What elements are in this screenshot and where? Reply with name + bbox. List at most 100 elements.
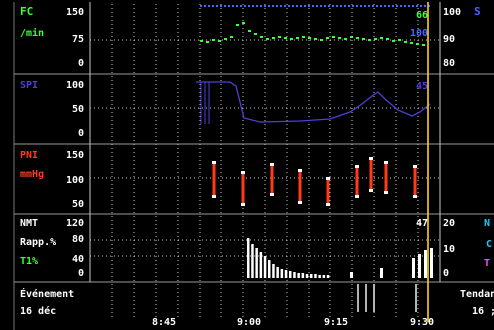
spo2-right-label: S [474, 5, 481, 18]
spo2-point [388, 5, 390, 7]
nmt-tick-120: 120 [66, 218, 84, 229]
nmt-bar [326, 275, 330, 278]
fc-point [224, 38, 227, 40]
time-label-930: 9:30 [410, 317, 434, 328]
date-label: 16 déc [20, 305, 56, 317]
pni-bar-cap [355, 165, 359, 168]
pni-bar-cap [298, 169, 302, 172]
nmt-bar [301, 273, 305, 278]
pni-bar-cap [384, 191, 388, 194]
nmt-bar [430, 248, 433, 278]
spo2-trend-points [200, 5, 430, 7]
fc-point [260, 36, 263, 38]
fc-point [308, 37, 311, 39]
spo2-point [392, 5, 394, 7]
fc-point [416, 43, 419, 45]
nmt-bar [297, 273, 300, 278]
nmt-tick-0: 0 [78, 268, 84, 279]
pni-unit-label: mmHg [20, 169, 44, 180]
spo2-point [292, 5, 294, 7]
nmt-bar [318, 275, 321, 278]
fc-point [344, 38, 347, 40]
pni-panel: PNI mmHg 150 100 50 [20, 150, 417, 210]
fc-point [296, 37, 299, 39]
nmt-bar [380, 268, 383, 278]
pni-bar-cap [355, 195, 359, 198]
pni-tick-50: 50 [72, 199, 84, 210]
spo2-point [220, 5, 222, 7]
spo2-point [300, 5, 302, 7]
fc-point [266, 38, 269, 40]
fc-point [290, 38, 293, 40]
spo2-point [328, 5, 330, 7]
spo2-point [284, 5, 286, 7]
pni-bar-cap [270, 193, 274, 196]
spo2-point [228, 5, 230, 7]
nmt-right-tick-20: 20 [443, 218, 455, 229]
fc-point [422, 44, 425, 46]
nmt-bar [412, 258, 415, 278]
fc-point [374, 38, 377, 40]
nmt-tick-80: 80 [72, 234, 84, 245]
spo2-point [384, 5, 386, 7]
fc-tick-150: 150 [66, 7, 84, 18]
pni-bar-cap [369, 157, 373, 160]
spo2-point [396, 5, 398, 7]
fc-point [278, 36, 281, 38]
fc-label: FC [20, 5, 33, 18]
spi-trend-line [196, 81, 431, 123]
fc-point [386, 38, 389, 40]
pni-bar-cap [326, 203, 330, 206]
spo2-point [336, 5, 338, 7]
pni-bar-cap [298, 201, 302, 204]
nmt-t1-label: T1% [20, 256, 38, 267]
spo2-point [248, 5, 250, 7]
nmt-right-label-c: C [486, 239, 492, 250]
nmt-bar [284, 270, 288, 278]
panel-frame [13, 2, 494, 330]
nmt-bar [418, 254, 421, 278]
spo2-point [312, 5, 314, 7]
fc-point [242, 22, 245, 24]
spo2-point [416, 5, 418, 7]
nmt-bar [268, 260, 271, 278]
nmt-right-label-t: T [484, 258, 490, 269]
spo2-point [400, 5, 402, 7]
pni-tick-150: 150 [66, 150, 84, 161]
fc-point [368, 39, 371, 41]
fc-current-value: 66 [416, 10, 428, 21]
time-label-915: 9:15 [324, 317, 348, 328]
spo2-point [428, 5, 430, 7]
spi-tick-0: 0 [78, 128, 84, 139]
time-label-845: 8:45 [152, 317, 176, 328]
fc-point [272, 37, 275, 39]
fc-point [380, 37, 383, 39]
spo2-point [296, 5, 298, 7]
nmt-bar [272, 264, 275, 278]
spo2-point [352, 5, 354, 7]
fc-point [362, 38, 365, 40]
fc-unit-label: /min [20, 27, 44, 39]
fc-panel: FC /min 150 75 0 100 90 80 S 66 100 [20, 5, 481, 69]
pni-measurements [212, 157, 417, 206]
nmt-right-tick-0: 0 [443, 268, 449, 279]
spo2-point [376, 5, 378, 7]
spo2-point [272, 5, 274, 7]
nmt-bar [424, 250, 427, 278]
spo2-point [356, 5, 358, 7]
nmt-label: NMT [20, 218, 38, 229]
spo2-point [408, 5, 410, 7]
spo2-point [236, 5, 238, 7]
nmt-bar [350, 272, 353, 278]
pni-bar-cap [212, 161, 216, 164]
pni-tick-100: 100 [66, 175, 84, 186]
spo2-point [212, 5, 214, 7]
nmt-bar [305, 274, 309, 278]
spi-panel: SPI 100 50 0 45 [20, 80, 431, 139]
fc-point [404, 41, 407, 43]
pni-bar-cap [326, 177, 330, 180]
nmt-bar [280, 269, 284, 278]
fc-point [230, 36, 233, 38]
spi-tick-50: 50 [72, 104, 84, 115]
fc-trend-points [200, 22, 425, 46]
